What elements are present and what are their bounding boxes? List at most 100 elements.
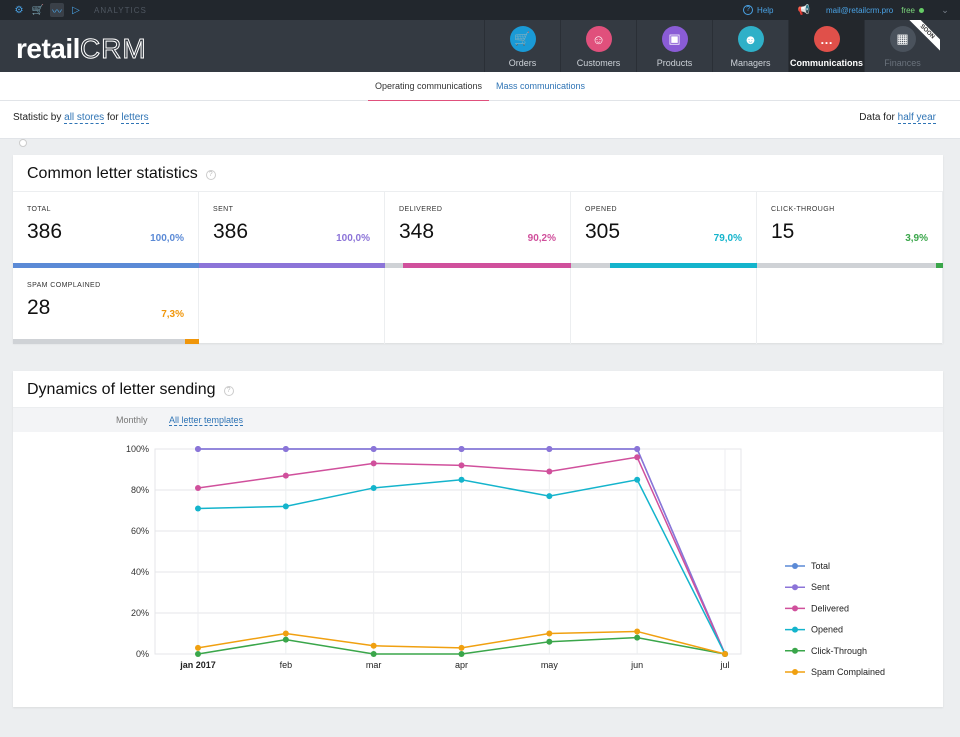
data-point bbox=[458, 462, 465, 469]
data-point bbox=[195, 651, 201, 657]
stores-filter-link[interactable]: all stores bbox=[64, 112, 105, 124]
stat-label: SPAM COMPLAINED bbox=[27, 282, 101, 289]
stat-progress-bar bbox=[13, 339, 199, 344]
settings-icon[interactable]: ⚙ bbox=[14, 4, 24, 16]
stat-progress-bar bbox=[757, 263, 943, 268]
data-point bbox=[370, 642, 377, 649]
nav-orders[interactable]: 🛒 Orders bbox=[484, 20, 560, 72]
y-tick-label: 20% bbox=[131, 608, 149, 618]
y-tick-label: 60% bbox=[131, 526, 149, 536]
data-point bbox=[634, 628, 641, 635]
status-dot-icon bbox=[919, 7, 924, 13]
data-point bbox=[282, 630, 289, 637]
legend-label: Sent bbox=[811, 582, 830, 592]
stat-value: 386 bbox=[213, 220, 249, 243]
analytics-icon[interactable]: 〰 bbox=[50, 3, 64, 18]
widget-settings-icon[interactable] bbox=[19, 139, 27, 147]
stat-value: 348 bbox=[399, 220, 435, 243]
data-point bbox=[195, 644, 201, 651]
legend-label: Spam Complained bbox=[811, 667, 885, 677]
stat-percent: 79,0% bbox=[713, 233, 742, 244]
nav-managers[interactable]: ☻ Managers bbox=[712, 20, 788, 72]
nav-finances[interactable]: ▦ Finances SOON bbox=[864, 20, 940, 72]
stat-value: 386 bbox=[27, 220, 63, 243]
x-tick-label: jun bbox=[630, 660, 643, 670]
x-tick-label: jul bbox=[719, 660, 729, 670]
legend-marker bbox=[792, 605, 798, 612]
nav-communications[interactable]: … Communications bbox=[788, 20, 864, 72]
nav-label: Orders bbox=[508, 58, 537, 68]
stat-click-through: CLICK-THROUGH 15 3,9% bbox=[757, 192, 943, 268]
user-email[interactable]: mail@retailcrm.pro bbox=[825, 5, 894, 15]
data-point bbox=[282, 636, 289, 643]
stat-label: SENT bbox=[213, 206, 234, 213]
data-point bbox=[370, 446, 377, 452]
common-letter-statistics-card: Common letter statistics? TOTAL 386 100,0%… bbox=[13, 155, 943, 344]
card-title: Common letter statistics? bbox=[13, 155, 943, 191]
nav-label: Customers bbox=[576, 58, 621, 68]
nav-customers[interactable]: ☺ Customers bbox=[560, 20, 636, 72]
nav-products[interactable]: ▣ Products bbox=[636, 20, 712, 72]
stat-label: TOTAL bbox=[27, 206, 51, 213]
data-point bbox=[634, 476, 641, 483]
stat-progress-bar bbox=[13, 263, 199, 268]
nav-label: Managers bbox=[730, 58, 771, 68]
info-icon[interactable]: ? bbox=[223, 386, 234, 396]
period-filter-link[interactable]: half year bbox=[897, 112, 936, 124]
stat-progress-fill bbox=[935, 263, 943, 268]
tab-letter-templates[interactable]: All letter templates bbox=[169, 415, 244, 426]
stat-progress-bar bbox=[385, 263, 571, 268]
stat-progress-fill bbox=[185, 339, 199, 344]
legend-label: Delivered bbox=[811, 603, 849, 613]
stat-label: DELIVERED bbox=[399, 206, 443, 213]
data-point bbox=[722, 651, 728, 657]
chevron-down-icon[interactable]: ⌄ bbox=[941, 4, 949, 15]
filter-row: Statistic by all stores for letters Data… bbox=[0, 101, 960, 139]
info-icon[interactable]: ? bbox=[205, 170, 216, 180]
data-point bbox=[458, 446, 465, 452]
x-tick-label: mar bbox=[366, 660, 382, 670]
nav-label: Communications bbox=[789, 58, 863, 68]
cart-small-icon[interactable]: 🛒 bbox=[31, 4, 45, 16]
data-point bbox=[546, 446, 553, 452]
stat-percent: 100,0% bbox=[336, 233, 370, 244]
data-point bbox=[546, 493, 553, 500]
stat-value: 28 bbox=[27, 296, 51, 319]
data-point bbox=[546, 468, 553, 475]
tab-monthly[interactable]: Monthly bbox=[116, 415, 148, 425]
data-point bbox=[458, 651, 465, 657]
stat-spam-complained: SPAM COMPLAINED 28 7,3% bbox=[13, 268, 199, 344]
data-point bbox=[282, 446, 289, 452]
y-tick-label: 100% bbox=[126, 444, 149, 454]
data-point bbox=[370, 460, 377, 467]
play-icon[interactable]: ▷ bbox=[72, 4, 80, 16]
logo[interactable]: retailCRM bbox=[16, 33, 147, 65]
section-label: ANALYTICS bbox=[94, 5, 147, 15]
legend-marker bbox=[792, 626, 798, 633]
main-header: retailCRM 🛒 Orders ☺ Customers ▣ Products ☻ Man… bbox=[0, 20, 960, 72]
stat-progress-bar bbox=[199, 263, 385, 268]
legend-marker bbox=[792, 563, 798, 569]
stats-grid: TOTAL 386 100,0% SENT 386 100,0% DELIVERED 348 9… bbox=[13, 191, 943, 344]
help-icon: ? bbox=[743, 5, 754, 15]
finance-icon: ▦ bbox=[889, 26, 916, 52]
stat-label: CLICK-THROUGH bbox=[771, 206, 835, 213]
tab-operating-communications[interactable]: Operating communications bbox=[367, 72, 490, 101]
stat-opened: OPENED 305 79,0% bbox=[571, 192, 757, 268]
legend-label: Total bbox=[811, 561, 830, 571]
help-link[interactable]: ? Help bbox=[743, 5, 774, 15]
type-filter-link[interactable]: letters bbox=[121, 112, 149, 124]
data-point bbox=[458, 644, 465, 651]
stat-percent: 90,2% bbox=[527, 233, 556, 244]
tab-mass-communications[interactable]: Mass communications bbox=[496, 81, 586, 91]
stat-empty-cell bbox=[757, 268, 943, 344]
data-point bbox=[195, 446, 201, 452]
line-chart: 0% 20% 40% 60% 80% 100% jan 2017 feb mar apr may ju… bbox=[126, 444, 885, 677]
legend-label: Click-Through bbox=[811, 646, 867, 656]
stat-empty-cell bbox=[385, 268, 571, 344]
y-tick-label: 0% bbox=[136, 649, 149, 659]
megaphone-icon[interactable]: 📢 bbox=[797, 4, 810, 16]
data-point bbox=[370, 484, 377, 491]
stat-delivered: DELIVERED 348 90,2% bbox=[385, 192, 571, 268]
plan-badge: free bbox=[901, 6, 924, 15]
